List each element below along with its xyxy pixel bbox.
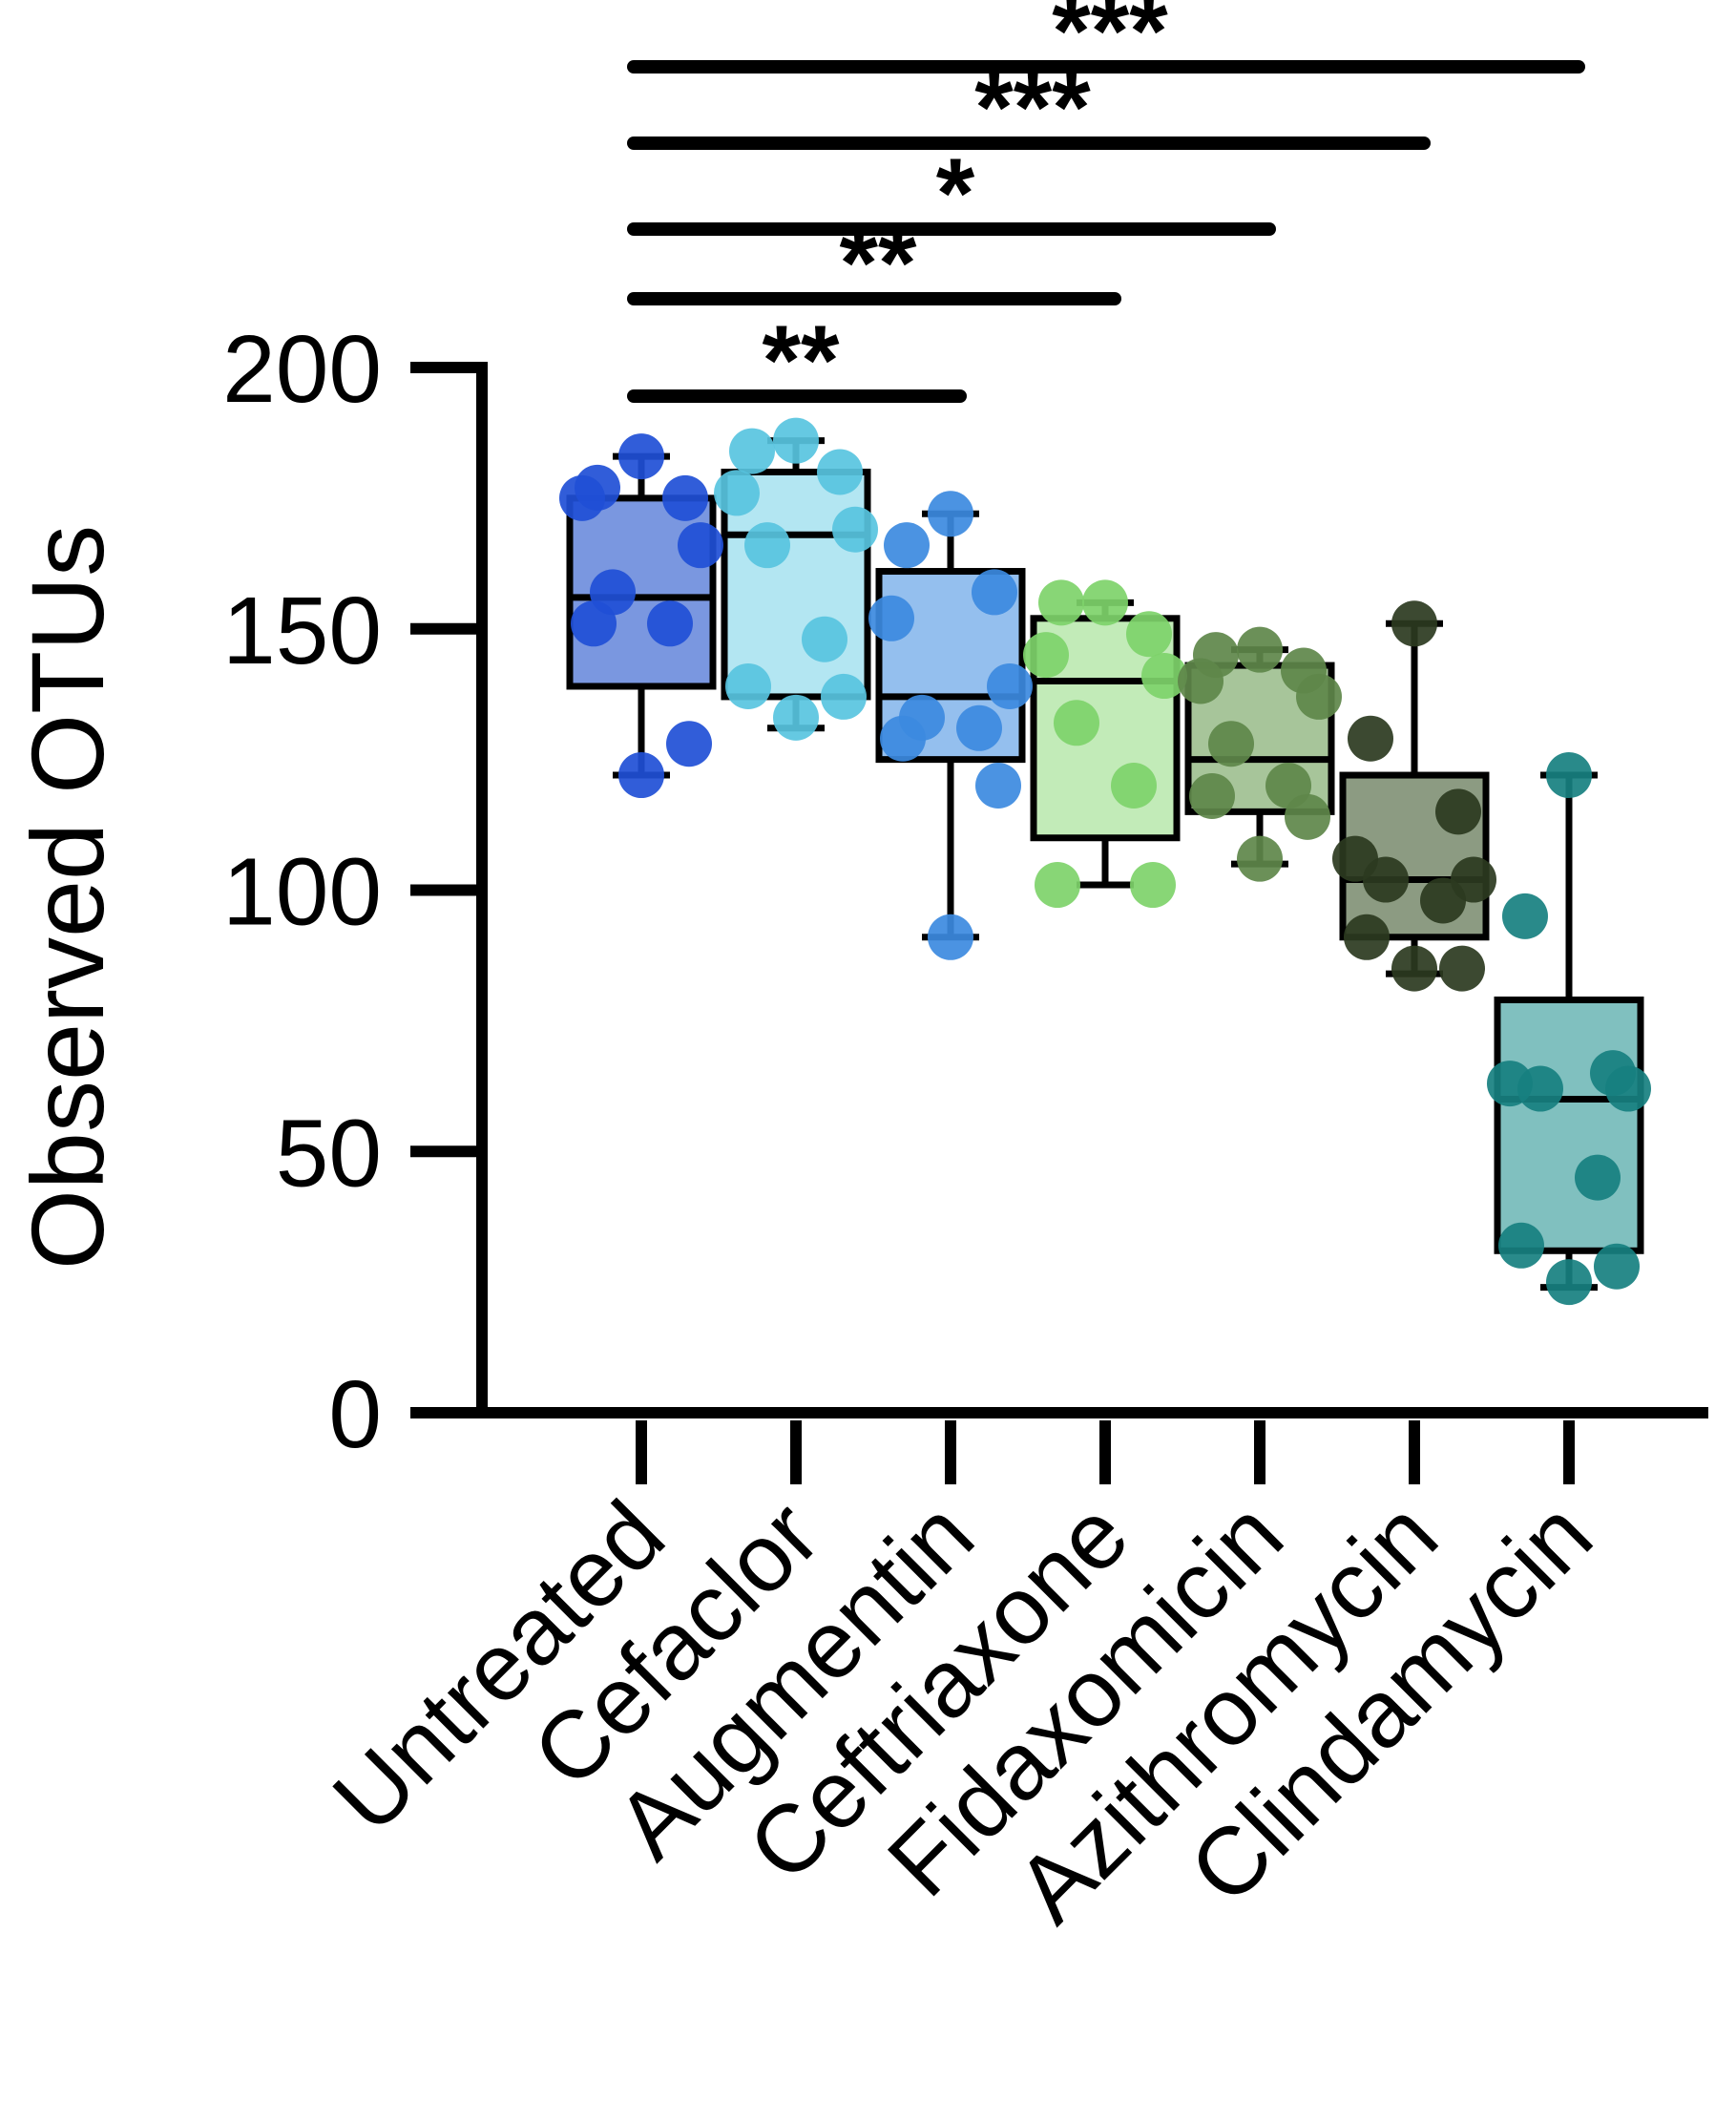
data-point: [1363, 856, 1409, 903]
data-point: [817, 449, 863, 495]
data-point: [1344, 914, 1390, 960]
data-point: [868, 595, 914, 641]
data-point: [618, 752, 664, 799]
data-point: [1178, 658, 1224, 704]
y-tick-label: 200: [222, 316, 382, 423]
box-clindamycin: [1494, 996, 1644, 1254]
data-point: [1420, 877, 1466, 924]
data-point: [1575, 1154, 1621, 1201]
data-point: [928, 491, 973, 537]
data-point: [884, 522, 930, 569]
data-point: [1038, 579, 1084, 626]
data-point: [773, 694, 819, 741]
data-point: [1130, 862, 1176, 909]
data-point: [987, 662, 1033, 709]
data-point: [1296, 673, 1342, 720]
data-point: [1082, 579, 1128, 626]
data-point: [1498, 1222, 1544, 1269]
data-point: [1237, 626, 1283, 673]
y-tick-label: 150: [222, 578, 382, 684]
data-point: [1439, 945, 1485, 992]
data-point: [975, 763, 1021, 809]
significance-brackets: ***********: [627, 0, 1585, 416]
data-points: [559, 417, 1651, 1306]
data-point: [1435, 788, 1481, 835]
significance-label: ***: [1052, 0, 1168, 87]
data-point: [725, 662, 771, 709]
data-point: [678, 522, 723, 569]
data-point: [1348, 715, 1393, 762]
significance-label: **: [763, 305, 840, 416]
data-point: [928, 914, 973, 960]
data-point: [714, 470, 760, 516]
significance-label: *: [936, 138, 975, 249]
data-point: [1126, 611, 1172, 658]
data-point: [1237, 835, 1283, 882]
data-point: [666, 721, 712, 767]
y-tick-label: 0: [328, 1361, 382, 1468]
data-point: [1189, 772, 1235, 819]
data-point: [956, 704, 1002, 751]
data-point: [729, 428, 775, 474]
data-point: [1391, 945, 1437, 992]
data-point: [1605, 1065, 1651, 1112]
y-tick-label: 100: [222, 839, 382, 946]
data-point: [647, 600, 693, 647]
data-point: [1594, 1243, 1640, 1290]
data-point: [1111, 763, 1157, 809]
category-labels: UntreatedCefaclorAugmentinCeftriaxoneFid…: [313, 1481, 1613, 1943]
data-point: [972, 569, 1017, 616]
y-tick-label: 50: [276, 1100, 382, 1207]
axes: 0 50 100 150 200: [222, 316, 1708, 1484]
data-point: [1285, 793, 1330, 840]
data-point: [821, 673, 867, 720]
data-point: [1023, 632, 1069, 679]
data-point: [559, 474, 605, 521]
data-point: [618, 433, 664, 480]
data-point: [832, 506, 878, 553]
data-point: [1546, 752, 1592, 799]
data-point: [1208, 721, 1254, 767]
data-point: [773, 417, 819, 464]
data-point: [1502, 893, 1548, 939]
data-point: [1546, 1259, 1592, 1306]
data-point: [1517, 1065, 1563, 1112]
data-point: [1035, 862, 1080, 909]
data-point: [1391, 600, 1437, 647]
data-point: [880, 715, 926, 762]
data-point: [1141, 653, 1187, 700]
data-point: [802, 616, 847, 662]
y-axis-title: Observed OTUs: [10, 525, 125, 1270]
data-point: [744, 522, 790, 569]
data-point: [662, 474, 708, 521]
data-point: [571, 600, 617, 647]
data-point: [1054, 700, 1099, 746]
